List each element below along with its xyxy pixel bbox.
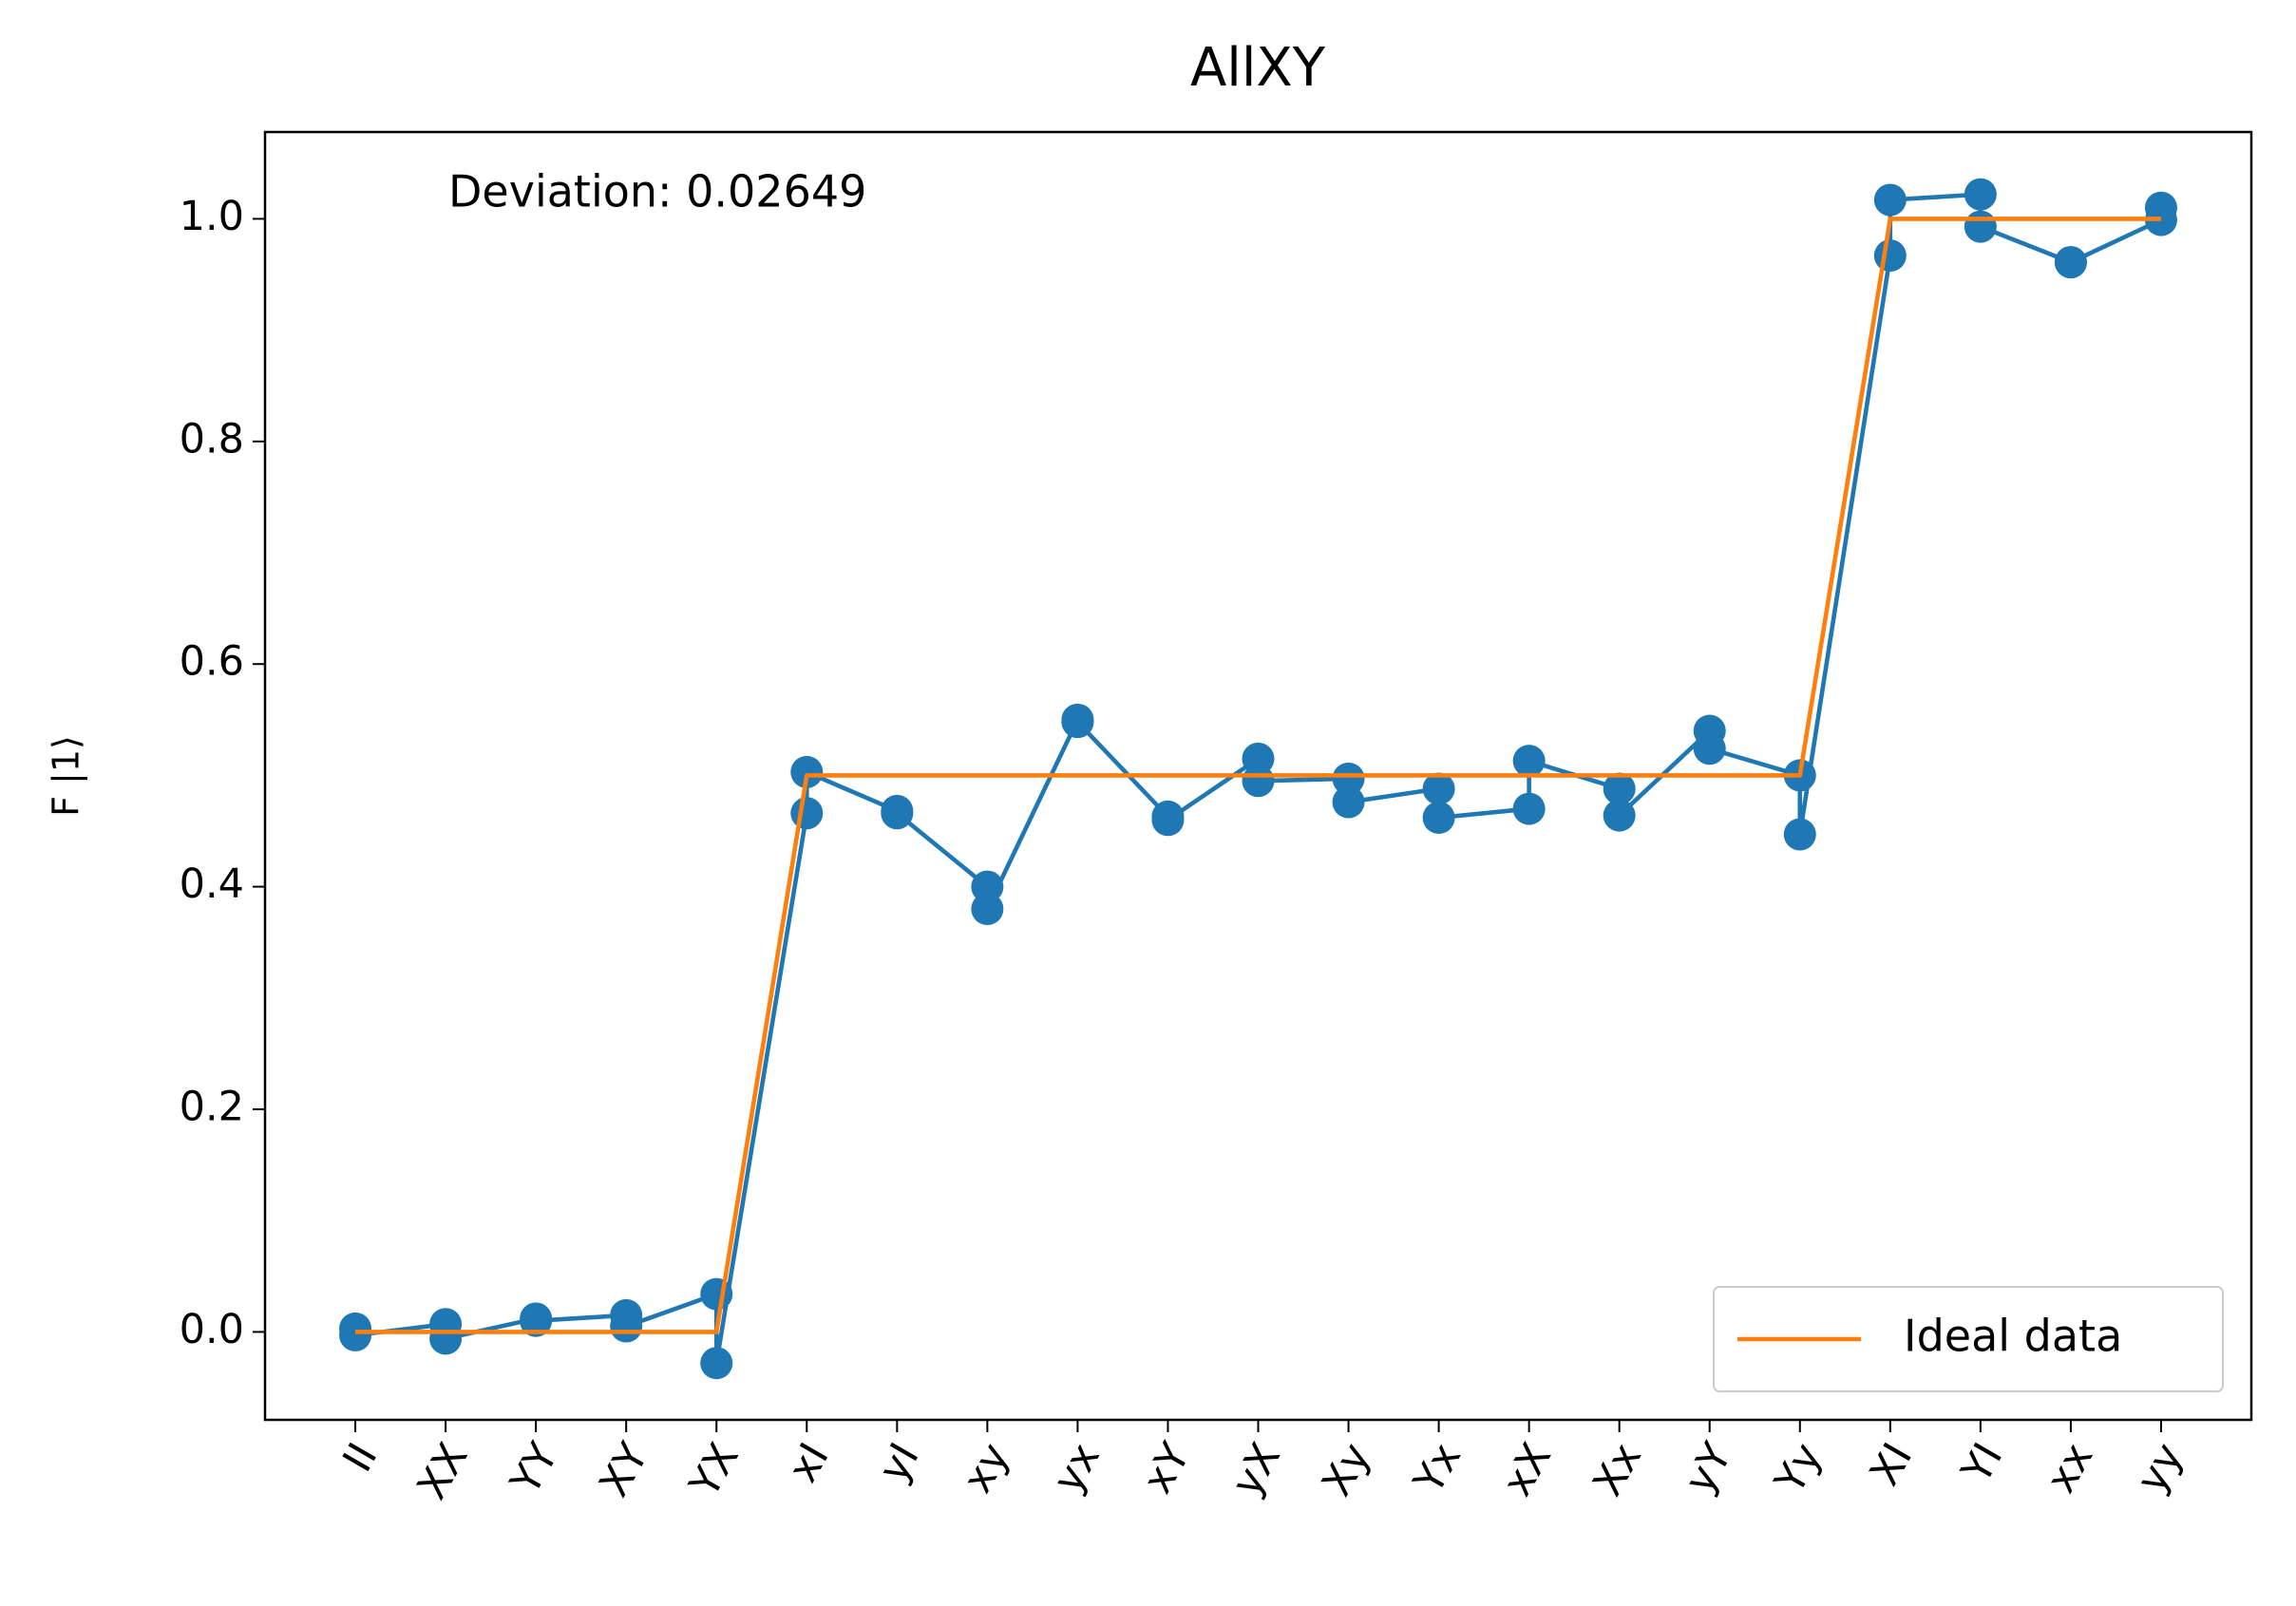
y-axis-label: F |1⟩: [46, 735, 88, 817]
data-point: [971, 893, 1004, 926]
data-point: [610, 1310, 643, 1343]
legend-label: Ideal data: [1904, 1311, 2122, 1362]
x-tick-label: yX: [1223, 1435, 1290, 1504]
x-tick-label: xX: [1493, 1435, 1561, 1504]
x-tick-label: xx: [2038, 1435, 2103, 1501]
data-point: [1242, 765, 1275, 798]
data-point: [1512, 745, 1546, 778]
x-tick-label: Xx: [1584, 1435, 1651, 1504]
data-point: [1422, 772, 1455, 805]
legend: Ideal data: [1713, 1286, 2224, 1392]
x-tick-label: yx: [1044, 1435, 1110, 1501]
data-point: [790, 797, 824, 830]
x-tick-label: Yy: [1766, 1435, 1832, 1502]
x-tick-label: Xy: [1313, 1435, 1380, 1504]
plot-frame: [263, 130, 2253, 1422]
y-tick-label: 0.0: [180, 1306, 244, 1353]
data-point: [2144, 191, 2177, 224]
x-tick-label: YY: [502, 1435, 568, 1503]
y-tick-label: 1.0: [180, 193, 244, 240]
data-point: [1512, 792, 1546, 825]
data-point: [520, 1304, 553, 1337]
data-point: [1151, 803, 1185, 837]
x-tick-label: XI: [1861, 1435, 1922, 1493]
data-point: [1873, 239, 1907, 273]
x-tick-label: yy: [2128, 1435, 2193, 1501]
data-point: [1603, 799, 1636, 832]
y-tick-label: 0.6: [180, 638, 244, 686]
y-tick-label: 0.4: [180, 860, 244, 908]
legend-box: [1713, 1286, 2224, 1392]
data-point: [2054, 246, 2087, 279]
data-point: [339, 1318, 372, 1351]
data-point: [1964, 178, 1997, 211]
data-point: [790, 755, 824, 788]
x-tick-label: xY: [1134, 1435, 1201, 1502]
data-point: [1422, 801, 1455, 834]
y-tick-label: 0.8: [180, 415, 244, 463]
series-line: [355, 217, 2161, 1334]
data-point: [1242, 742, 1275, 775]
x-tick-label: xI: [779, 1435, 838, 1490]
data-point: [1061, 706, 1094, 739]
data-point: [1873, 183, 1907, 217]
x-tick-label: Yx: [1404, 1435, 1471, 1502]
data-point: [1332, 785, 1365, 819]
x-tick-label: XX: [408, 1435, 478, 1507]
x-tick-label: II: [334, 1435, 388, 1480]
x-tick-label: XY: [590, 1435, 658, 1505]
x-tick-label: YX: [680, 1435, 749, 1505]
chart-title: AllXY: [1190, 37, 1326, 99]
data-point: [1332, 762, 1365, 795]
x-tick-label: xy: [954, 1435, 1019, 1501]
annotation: Deviation: 0.02649: [448, 166, 866, 217]
data-point: [700, 1277, 733, 1311]
data-point: [1603, 772, 1636, 805]
data-point: [971, 870, 1004, 903]
y-tick-label: 0.2: [180, 1084, 244, 1131]
data-point: [1693, 732, 1726, 765]
x-tick-label: YI: [1952, 1435, 2012, 1492]
data-point: [700, 1347, 733, 1380]
data-point: [881, 797, 914, 830]
data-point: [429, 1322, 463, 1355]
data-point: [1964, 210, 1997, 243]
x-tick-label: yY: [1676, 1435, 1742, 1502]
x-tick-label: yI: [869, 1435, 928, 1490]
data-point: [1783, 818, 1816, 851]
